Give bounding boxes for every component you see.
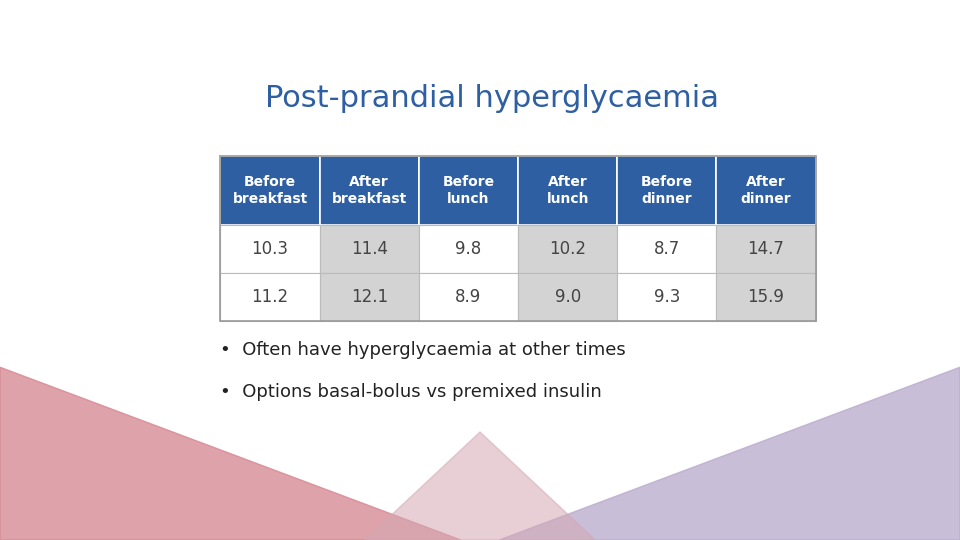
Text: Before
breakfast: Before breakfast — [232, 175, 307, 206]
FancyBboxPatch shape — [617, 225, 716, 273]
Text: Post-prandial hyperglycaemia: Post-prandial hyperglycaemia — [265, 84, 719, 112]
Text: 11.4: 11.4 — [350, 240, 388, 258]
FancyBboxPatch shape — [221, 273, 320, 321]
Text: 12.1: 12.1 — [350, 288, 388, 306]
FancyBboxPatch shape — [518, 225, 617, 273]
Text: 15.9: 15.9 — [748, 288, 784, 306]
FancyBboxPatch shape — [617, 156, 716, 225]
Text: 9.8: 9.8 — [455, 240, 482, 258]
Text: Before
lunch: Before lunch — [443, 175, 494, 206]
Text: 10.3: 10.3 — [252, 240, 289, 258]
FancyBboxPatch shape — [419, 225, 518, 273]
Text: 14.7: 14.7 — [748, 240, 784, 258]
Text: Before
dinner: Before dinner — [640, 175, 693, 206]
FancyBboxPatch shape — [518, 273, 617, 321]
FancyBboxPatch shape — [617, 273, 716, 321]
FancyBboxPatch shape — [320, 156, 419, 225]
Text: After
lunch: After lunch — [546, 175, 588, 206]
Text: 11.2: 11.2 — [252, 288, 289, 306]
Text: •  Often have hyperglycaemia at other times: • Often have hyperglycaemia at other tim… — [221, 341, 626, 359]
FancyBboxPatch shape — [221, 156, 320, 225]
Text: 9.0: 9.0 — [555, 288, 581, 306]
FancyBboxPatch shape — [716, 156, 816, 225]
FancyBboxPatch shape — [320, 225, 419, 273]
Text: 10.2: 10.2 — [549, 240, 587, 258]
Text: 8.9: 8.9 — [455, 288, 482, 306]
FancyBboxPatch shape — [221, 225, 320, 273]
FancyBboxPatch shape — [419, 156, 518, 225]
Text: After
dinner: After dinner — [741, 175, 791, 206]
Text: 9.3: 9.3 — [654, 288, 680, 306]
Text: 8.7: 8.7 — [654, 240, 680, 258]
Text: After
breakfast: After breakfast — [331, 175, 407, 206]
FancyBboxPatch shape — [716, 273, 816, 321]
FancyBboxPatch shape — [716, 225, 816, 273]
FancyBboxPatch shape — [518, 156, 617, 225]
FancyBboxPatch shape — [320, 273, 419, 321]
FancyBboxPatch shape — [419, 273, 518, 321]
Text: •  Options basal-bolus vs premixed insulin: • Options basal-bolus vs premixed insuli… — [221, 383, 602, 401]
